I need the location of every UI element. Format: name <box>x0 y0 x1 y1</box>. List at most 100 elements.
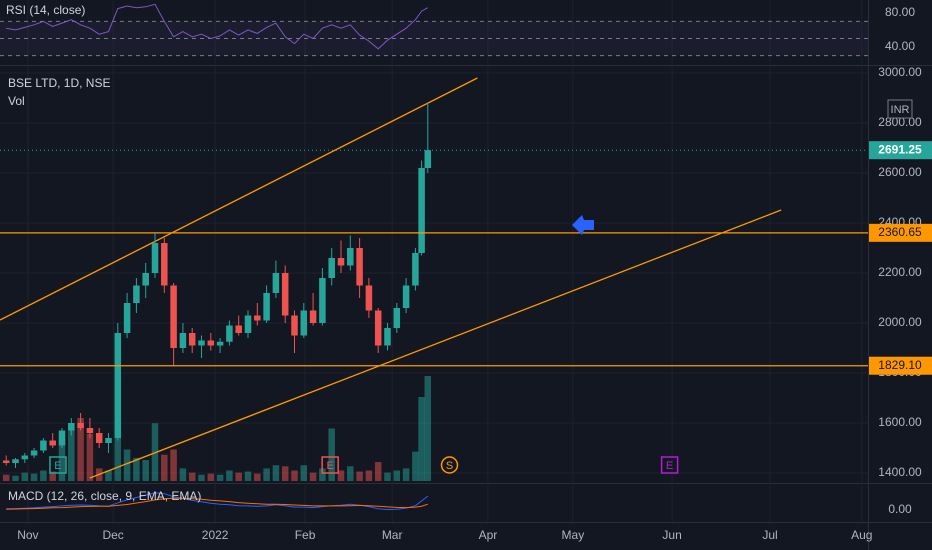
candle-body <box>170 285 177 348</box>
price-label-box <box>869 223 932 242</box>
candle-body <box>30 450 38 456</box>
volume-bar <box>21 472 29 481</box>
volume-bar <box>123 449 131 481</box>
event-label: S <box>446 460 453 472</box>
volume-bar <box>374 462 382 481</box>
x-tick-label: Dec <box>102 528 123 542</box>
x-tick-label: Jul <box>762 528 777 542</box>
candle-body <box>235 325 242 333</box>
trend-line <box>89 209 782 479</box>
candle-body <box>374 310 382 346</box>
candle-body <box>198 340 205 346</box>
event-marker <box>660 456 679 474</box>
volume-bar <box>170 449 177 481</box>
candle-body <box>151 243 159 273</box>
volume-bar <box>226 470 233 481</box>
volume-bar <box>254 473 261 481</box>
y-tick-label: 2800.00 <box>878 115 922 129</box>
candle-body <box>188 333 196 346</box>
price-label: 1829.10 <box>878 358 922 372</box>
candle-body <box>424 150 432 168</box>
y-tick-label: 3000.00 <box>878 65 922 79</box>
candle-body <box>300 310 308 336</box>
volume-bar <box>319 468 326 481</box>
candle-body <box>281 273 289 316</box>
volume-bar <box>30 473 38 481</box>
candle-body <box>263 293 270 321</box>
arrow-marker <box>572 215 594 235</box>
candle-body <box>58 430 66 446</box>
event-label: E <box>666 460 673 472</box>
y-tick-label: 1600.00 <box>878 415 922 429</box>
x-tick-label: Nov <box>17 528 38 542</box>
macd-title: MACD (12, 26, close, 9, EMA, EMA) <box>8 489 201 503</box>
volume-bar <box>263 468 270 481</box>
volume-bar <box>86 433 94 481</box>
price-label: 2360.65 <box>878 225 922 239</box>
candle-body <box>86 428 94 433</box>
candle-body <box>114 333 122 438</box>
candle-body <box>319 278 326 323</box>
x-tick-label: Aug <box>851 528 872 542</box>
volume-bar <box>281 466 289 481</box>
candle-body <box>95 433 103 443</box>
volume-bar <box>337 470 345 481</box>
candle-body <box>393 308 401 328</box>
event-marker <box>440 456 459 474</box>
candle-body <box>384 328 391 346</box>
last-price-box <box>869 141 932 160</box>
candle-body <box>68 423 75 431</box>
y-tick-label: 1400.00 <box>878 465 922 479</box>
price-label-box <box>869 356 932 375</box>
volume-bar <box>328 428 335 481</box>
candle-body <box>272 273 280 293</box>
candle-body <box>40 440 47 451</box>
candle-body <box>347 248 354 266</box>
event-marker <box>321 456 339 474</box>
event-label: E <box>326 460 333 472</box>
candle-body <box>402 285 410 308</box>
volume-bar <box>309 472 317 481</box>
candle-body <box>105 438 112 443</box>
volume-bar <box>198 474 205 481</box>
rsi-title: RSI (14, close) <box>6 3 85 17</box>
candle-body <box>77 423 84 428</box>
x-tick-label: Jun <box>662 528 681 542</box>
volume-bar <box>393 470 401 481</box>
candle-body <box>226 325 233 342</box>
volume-bar <box>418 397 425 481</box>
volume-bar <box>68 423 75 481</box>
candle-body <box>123 303 131 333</box>
candle-body <box>2 460 10 463</box>
volume-bar <box>207 473 215 481</box>
x-tick-label: Feb <box>295 528 316 542</box>
volume-bar <box>244 471 252 481</box>
candle-body <box>328 258 335 278</box>
candle-body <box>207 340 215 346</box>
candle-body <box>12 459 19 463</box>
currency-box <box>887 99 913 119</box>
volume-bar <box>347 466 354 481</box>
volume-bar <box>356 471 363 481</box>
y-tick-label: 40.00 <box>885 39 915 53</box>
volume-bar <box>384 472 391 481</box>
candle-body <box>412 253 419 286</box>
volume-bar <box>300 465 308 481</box>
candle-body <box>254 315 261 321</box>
volume-bar <box>105 470 112 481</box>
candle-body <box>365 285 373 311</box>
candle-body <box>337 258 345 266</box>
volume-bar <box>291 470 298 481</box>
volume-bar <box>365 470 373 481</box>
y-tick-label: 2600.00 <box>878 165 922 179</box>
x-tick-label: Apr <box>479 528 498 542</box>
volume-bar <box>272 465 280 481</box>
volume-bar <box>179 468 187 481</box>
y-tick-label: 2000.00 <box>878 315 922 329</box>
volume-bar <box>235 472 242 481</box>
candle-body <box>179 333 187 348</box>
indicator-line <box>6 3 429 50</box>
x-tick-label: May <box>562 528 585 542</box>
volume-bar <box>216 474 224 481</box>
